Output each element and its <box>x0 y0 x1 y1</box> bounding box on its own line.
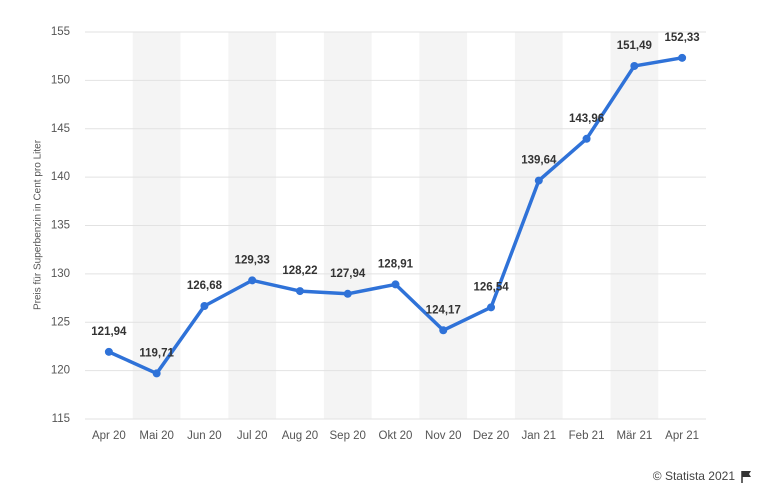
y-tick-label: 150 <box>51 74 70 86</box>
point <box>487 303 496 312</box>
point <box>343 289 352 298</box>
data-label: 129,33 <box>235 254 270 266</box>
data-label: 119,71 <box>139 347 174 359</box>
y-tick-label: 145 <box>51 123 70 135</box>
y-tick-label: 115 <box>52 413 70 425</box>
point <box>534 176 543 185</box>
point <box>104 347 113 356</box>
point <box>295 287 304 296</box>
y-tick-label: 120 <box>51 365 70 377</box>
data-label: 124,17 <box>426 304 461 316</box>
point <box>152 369 161 378</box>
x-tick-label: Apr 21 <box>665 430 699 442</box>
x-tick-label: Mai 20 <box>139 430 174 442</box>
data-label: 139,64 <box>521 155 557 167</box>
y-axis-label: Preis für Superbenzin in Cent pro Liter <box>33 139 44 310</box>
y-tick-label: 155 <box>51 26 70 38</box>
data-label: 126,54 <box>473 281 509 293</box>
y-tick-label: 140 <box>51 171 70 183</box>
x-tick-label: Jan 21 <box>522 430 557 442</box>
flag-icon <box>741 471 751 483</box>
point <box>200 301 209 310</box>
point <box>439 326 448 335</box>
point <box>630 61 639 70</box>
x-tick-label: Feb 21 <box>569 430 605 442</box>
data-label: 127,94 <box>330 268 366 280</box>
x-tick-label: Apr 20 <box>92 430 126 442</box>
x-tick-label: Mär 21 <box>616 430 652 442</box>
x-tick-label: Aug 20 <box>282 430 318 442</box>
data-label: 128,22 <box>282 265 317 277</box>
point <box>582 134 591 143</box>
y-tick-label: 135 <box>51 220 70 232</box>
data-label: 152,33 <box>665 32 700 44</box>
grid-layer <box>85 31 706 420</box>
x-tick-label: Jul 20 <box>237 430 268 442</box>
x-tick-label: Dez 20 <box>473 430 509 442</box>
x-tick-label: Sep 20 <box>330 430 366 442</box>
y-tick-label: 130 <box>51 268 70 280</box>
line <box>108 56 683 376</box>
data-label: 126,68 <box>187 280 223 292</box>
point <box>391 280 400 289</box>
data-label: 143,96 <box>569 113 604 125</box>
data-label: 128,91 <box>378 258 414 270</box>
x-tick-label: Okt 20 <box>379 430 413 442</box>
x-tick-label: Nov 20 <box>425 430 461 442</box>
credit: © Statista 2021 <box>653 469 736 483</box>
y-tick-label: 125 <box>51 316 70 328</box>
data-label: 151,49 <box>617 40 652 52</box>
point <box>248 276 257 285</box>
data-label: 121,94 <box>91 326 127 338</box>
x-tick-label: Jun 20 <box>187 430 222 442</box>
point <box>678 53 687 62</box>
